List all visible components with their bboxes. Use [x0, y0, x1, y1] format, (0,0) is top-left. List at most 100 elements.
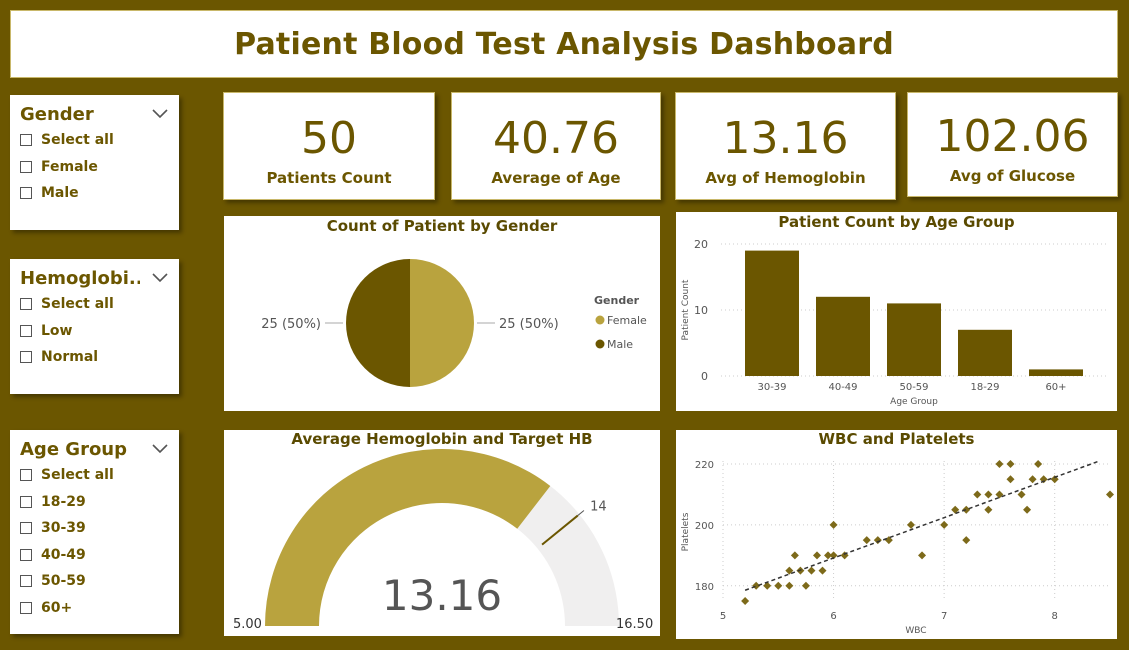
checkbox[interactable] [20, 601, 32, 614]
slicer-option-label: 60+ [41, 599, 73, 616]
slicer-option-label: Male [41, 185, 79, 202]
gauge-target-leader [577, 510, 585, 516]
scatter-point [840, 551, 849, 560]
kpi-label: Average of Age [491, 169, 621, 187]
scatter-point [962, 536, 971, 545]
legend-item: Male [607, 338, 633, 351]
slicer-option[interactable]: 18-29 [20, 489, 169, 516]
slicer-option[interactable]: Select all [20, 462, 169, 489]
hemoglobin-gauge: 14 13.16 5.00 16.50 [233, 449, 653, 632]
checkbox[interactable] [20, 187, 32, 200]
hemoglobin-slicer[interactable]: Hemoglobi... Select all Low Normal [10, 259, 179, 394]
slicer-option[interactable]: Select all [20, 127, 169, 154]
scatter-point [1034, 460, 1043, 469]
legend-item: Female [607, 314, 647, 327]
slicer-option-label: Female [41, 158, 98, 175]
scatter-point [1017, 490, 1026, 499]
x-tick-label: 5 [720, 611, 726, 622]
legend-marker [595, 339, 605, 349]
scatter-point [973, 490, 982, 499]
scatter-point [824, 551, 833, 560]
scatter-point [790, 551, 799, 560]
scatter-point [918, 551, 927, 560]
slicer-option[interactable]: 50-59 [20, 568, 169, 595]
scatter-point [884, 536, 893, 545]
checkbox[interactable] [20, 324, 32, 337]
slicer-option-label: Normal [41, 349, 99, 366]
scatter-point [812, 551, 821, 560]
checkbox[interactable] [20, 495, 32, 508]
age-group-slicer[interactable]: Age Group Select all 18-29 30-39 40-49 50-59 6… [10, 430, 179, 634]
scatter-point [862, 536, 871, 545]
slicer-option-label: Select all [41, 132, 114, 149]
scatter-point [1106, 490, 1114, 499]
scatter-point [1039, 475, 1048, 484]
bar [745, 250, 799, 376]
scatter-point [995, 460, 1004, 469]
scatter-point [1006, 460, 1015, 469]
scatter-point [741, 597, 750, 605]
chevron-down-icon[interactable] [151, 440, 169, 458]
checkbox[interactable] [20, 134, 32, 147]
bar [1029, 369, 1083, 376]
x-axis-label: WBC [905, 626, 926, 636]
slicer-option[interactable]: 60+ [20, 595, 169, 622]
scatter-point [763, 581, 772, 590]
scatter-point [995, 490, 1004, 499]
bar [958, 329, 1012, 376]
scatter-point [829, 520, 838, 529]
chart-title: WBC and Platelets [818, 430, 975, 448]
pie-slice [410, 259, 474, 387]
scatter-point [1050, 475, 1059, 484]
slicer-option[interactable]: Female [20, 154, 169, 181]
slicer-header[interactable]: Age Group [20, 436, 169, 462]
kpi-average-age: 40.76 Average of Age [451, 92, 661, 200]
slicer-option-label: 50-59 [41, 573, 86, 590]
y-tick-label: 220 [695, 460, 714, 471]
slicer-option[interactable]: 40-49 [20, 542, 169, 569]
chevron-down-icon[interactable] [151, 269, 169, 287]
gender-pie-chart-card: Count of Patient by Gender 25 (50%) 25 (5… [224, 216, 660, 411]
slicer-title: Age Group [20, 438, 128, 460]
y-axis-label: Patient Count [681, 279, 691, 340]
gauge-min-label: 5.00 [233, 617, 262, 632]
data-label: 25 (50%) [499, 317, 559, 332]
slicer-option[interactable]: Male [20, 180, 169, 207]
slicer-option[interactable]: Low [20, 318, 169, 345]
x-axis-label: Age Group [890, 397, 938, 407]
checkbox[interactable] [20, 160, 32, 173]
x-tick-label: 7 [941, 611, 947, 622]
slicer-option-label: 40-49 [41, 546, 86, 563]
gauge-target-label: 14 [590, 499, 607, 514]
age-group-bar-chart-card: Patient Count by Age Group 0 10 20 30-39 40-… [676, 212, 1117, 411]
slicer-option[interactable]: Select all [20, 291, 169, 318]
gauge-max-label: 16.50 [616, 617, 653, 632]
gender-slicer[interactable]: Gender Select all Female Male [10, 95, 179, 230]
checkbox[interactable] [20, 575, 32, 588]
checkbox[interactable] [20, 469, 32, 482]
checkbox[interactable] [20, 548, 32, 561]
x-tick-label: 60+ [1045, 382, 1066, 393]
kpi-value: 40.76 [493, 113, 619, 164]
checkbox[interactable] [20, 522, 32, 535]
kpi-avg-hemoglobin: 13.16 Avg of Hemoglobin [675, 92, 896, 200]
chevron-down-icon[interactable] [151, 105, 169, 123]
slicer-option[interactable]: Normal [20, 344, 169, 371]
gauge-target-marker [541, 514, 579, 546]
scatter-point [940, 520, 949, 529]
slicer-option[interactable]: 30-39 [20, 515, 169, 542]
age-group-bar-chart: 0 10 20 30-39 40-49 50-59 18-29 60+ Age Group Pat… [681, 238, 1108, 407]
checkbox[interactable] [20, 298, 32, 311]
hemoglobin-gauge-card: Average Hemoglobin and Target HB 14 13.16… [224, 430, 660, 636]
y-tick-label: 20 [694, 238, 708, 251]
slicer-option-label: Select all [41, 296, 114, 313]
slicer-header[interactable]: Hemoglobi... [20, 265, 169, 291]
chart-title: Count of Patient by Gender [326, 217, 558, 235]
scatter-point [1028, 475, 1037, 484]
slicer-header[interactable]: Gender [20, 101, 169, 127]
y-tick-label: 10 [694, 304, 708, 317]
x-tick-label: 50-59 [899, 382, 928, 393]
chart-title: Patient Count by Age Group [778, 213, 1015, 231]
bar [816, 296, 870, 376]
checkbox[interactable] [20, 351, 32, 364]
